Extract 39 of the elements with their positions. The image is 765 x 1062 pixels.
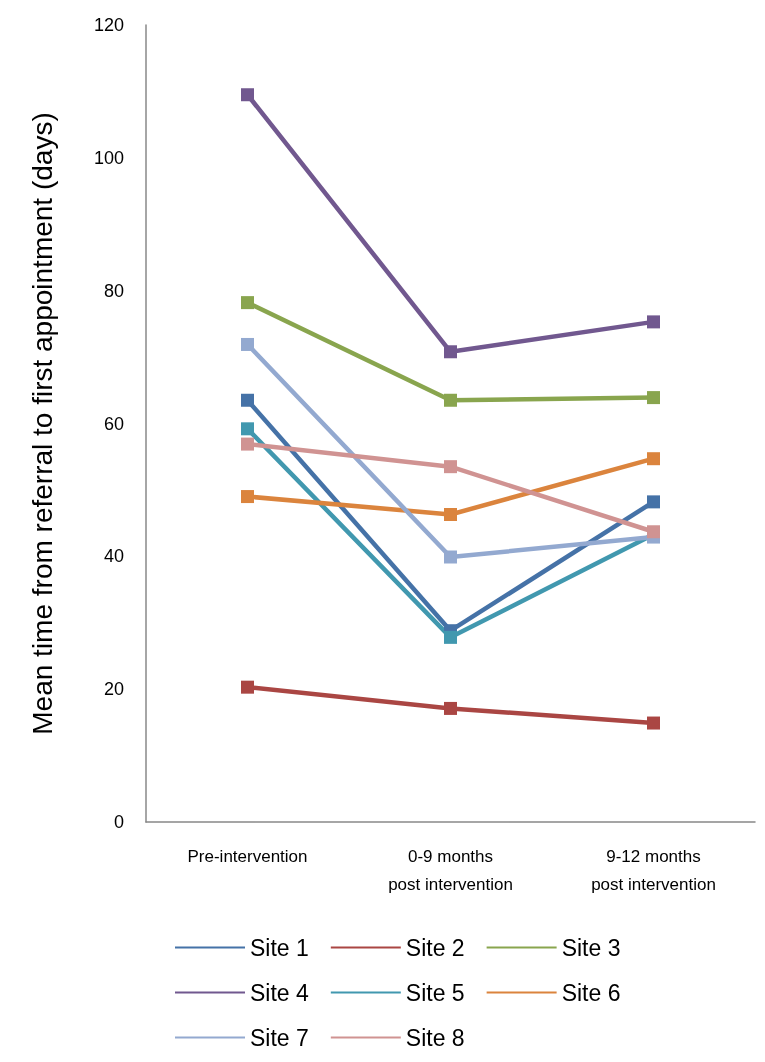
point <box>241 437 254 451</box>
legend-label: Site 5 <box>405 979 465 1006</box>
point <box>241 337 254 351</box>
y-axis-title: Mean time from referral to first appointment (days) <box>26 112 58 735</box>
point <box>647 495 660 509</box>
legend-label: Site 1 <box>250 934 309 961</box>
y-tick-label: 40 <box>103 546 124 567</box>
point <box>444 630 457 644</box>
point <box>241 393 254 407</box>
point <box>241 422 254 436</box>
point <box>444 550 457 564</box>
y-tick-label: 80 <box>103 280 124 301</box>
point <box>647 452 660 466</box>
point <box>647 716 660 730</box>
legend-label: Site 6 <box>561 979 621 1006</box>
legend-label: Site 4 <box>250 979 310 1006</box>
point <box>444 507 457 521</box>
point <box>444 460 457 474</box>
y-tick-label: 100 <box>93 147 124 168</box>
y-tick-label: 20 <box>103 679 124 700</box>
point <box>647 391 660 405</box>
legend-label: Site 2 <box>405 934 465 961</box>
legend-label: Site 3 <box>561 934 621 961</box>
x-tick-label: Pre-intervention <box>187 846 308 866</box>
y-tick-label: 120 <box>93 15 124 35</box>
x-tick-label: 9-12 months post intervention <box>591 846 716 894</box>
point <box>647 315 660 329</box>
legend-label: Site 7 <box>250 1024 309 1051</box>
y-tick-label: 0 <box>113 812 124 832</box>
y-tick-label: 60 <box>103 413 124 434</box>
point <box>241 490 254 504</box>
x-tick-label: 0-9 months post intervention <box>388 846 513 894</box>
point <box>444 701 457 715</box>
point <box>241 88 254 102</box>
point <box>241 680 254 694</box>
point <box>444 345 457 359</box>
legend-label: Site 8 <box>405 1024 465 1051</box>
point <box>444 393 457 407</box>
point <box>241 296 254 310</box>
